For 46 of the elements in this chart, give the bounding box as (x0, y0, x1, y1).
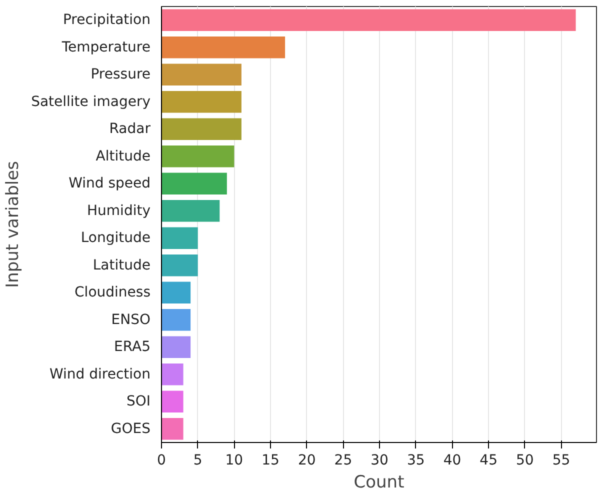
x-tick-label: 25 (334, 452, 352, 468)
x-tick-label: 55 (552, 452, 570, 468)
bar (162, 254, 198, 276)
y-tick-label: SOI (126, 394, 151, 410)
x-tick-label: 15 (262, 452, 280, 468)
y-tick-label: Satellite imagery (31, 94, 150, 110)
x-tick-label: 50 (516, 452, 534, 468)
y-tick-label: Pressure (90, 66, 150, 83)
bar (162, 172, 227, 195)
bar (162, 227, 198, 250)
bar (162, 36, 286, 58)
bar (162, 64, 242, 86)
y-tick-label: Radar (109, 121, 151, 138)
bar (162, 336, 191, 358)
y-tick-label: Cloudiness (74, 284, 151, 301)
y-tick-label: Wind speed (68, 176, 151, 192)
x-tick-label: 20 (298, 452, 316, 468)
y-tick-label: Latitude (92, 257, 151, 274)
bar (162, 200, 220, 222)
y-tick-label: Temperature (60, 39, 151, 56)
y-tick-label: Precipitation (62, 12, 151, 28)
y-tick-label: ENSO (111, 312, 151, 328)
bar (162, 145, 234, 168)
bar (162, 90, 242, 113)
bar (162, 118, 242, 140)
y-tick-label: GOES (110, 420, 151, 437)
bar (162, 390, 184, 413)
x-tick-label: 5 (193, 452, 202, 468)
x-tick-label: 35 (406, 452, 425, 468)
x-tick-label: 45 (480, 452, 498, 468)
bar (162, 363, 184, 386)
x-tick-label: 40 (443, 452, 462, 468)
x-tick-label: 10 (225, 452, 244, 468)
bar (162, 9, 576, 32)
y-tick-label: Humidity (87, 202, 151, 219)
y-tick-label: Wind direction (50, 366, 151, 382)
y-tick-label: Longitude (80, 230, 151, 246)
bar (162, 308, 191, 331)
y-tick-label: Altitude (96, 148, 151, 164)
bar (162, 282, 191, 304)
x-tick-label: 0 (157, 452, 166, 468)
bar (162, 418, 184, 440)
y-tick-label: ERA5 (114, 339, 151, 356)
x-tick-label: 30 (370, 452, 388, 468)
y-axis-title: Input variables (3, 160, 24, 288)
x-axis-title: Count (354, 472, 405, 492)
